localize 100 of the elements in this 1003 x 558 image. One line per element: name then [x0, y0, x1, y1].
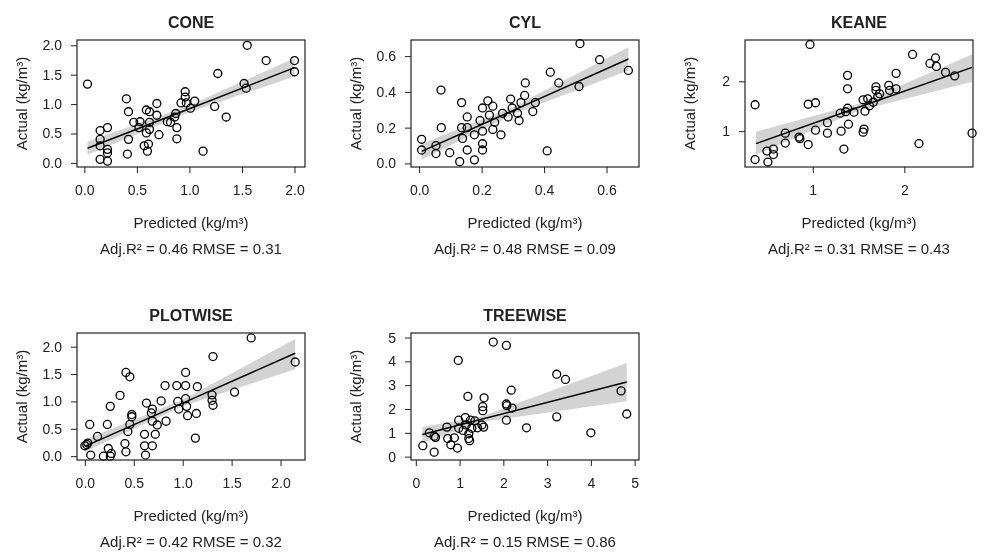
y-axis-title: Actual (kg/m³): [347, 349, 364, 444]
point: [174, 404, 184, 414]
y-tick-label: 0: [388, 448, 397, 465]
point: [120, 438, 130, 449]
text: Adj.R² = 0.46 RMSE = 0.31: [100, 240, 282, 257]
text: Adj.R² = 0.15 RMSE = 0.86: [434, 533, 616, 550]
point: [141, 398, 152, 408]
point: [125, 419, 135, 430]
point: [622, 409, 632, 419]
point: [803, 139, 813, 150]
point: [140, 450, 151, 460]
x-tick-label: 2: [900, 181, 909, 198]
point: [925, 58, 935, 69]
point: [595, 55, 605, 65]
x-tick-label: 0: [412, 474, 421, 491]
point: [442, 422, 452, 432]
y-axis-title: Actual (kg/m³): [681, 56, 698, 151]
point: [462, 145, 472, 155]
y-tick-label: 0.2: [376, 119, 397, 136]
x-axis-title: Predicted (kg/m³): [133, 214, 249, 231]
point: [836, 126, 846, 136]
point: [545, 67, 555, 77]
x-tick-label: 1.5: [232, 181, 253, 198]
point: [477, 103, 488, 113]
x-axis-title: Predicted (kg/m³): [801, 214, 917, 231]
x-tick-label: 0.5: [127, 181, 148, 198]
point: [172, 134, 182, 144]
y-tick-label: 0.0: [42, 154, 63, 171]
point: [623, 65, 634, 76]
point: [418, 441, 428, 451]
x-tick-label: 0.5: [124, 474, 145, 491]
point: [931, 61, 942, 72]
point: [115, 390, 125, 401]
point: [462, 123, 472, 133]
point: [121, 367, 131, 378]
point: [172, 122, 182, 133]
text: Adj.R² = 0.48 RMSE = 0.09: [434, 240, 616, 257]
point: [152, 110, 162, 120]
y-tick-label: 0.0: [42, 448, 63, 465]
y-tick-label: 3: [388, 377, 397, 394]
point: [289, 67, 300, 77]
point: [171, 108, 181, 119]
point: [780, 128, 790, 138]
point: [173, 396, 183, 407]
point: [172, 380, 182, 391]
point: [123, 134, 134, 144]
y-tick-label: 0.5: [42, 420, 63, 437]
point: [503, 112, 513, 122]
point: [180, 380, 191, 391]
point: [180, 87, 190, 97]
point: [221, 112, 231, 122]
y-tick-label: 1: [388, 424, 397, 441]
point: [763, 157, 773, 167]
point: [858, 95, 868, 105]
point: [554, 78, 564, 88]
point: [560, 374, 571, 385]
point: [190, 96, 200, 106]
point: [475, 115, 485, 126]
point: [176, 98, 186, 108]
point: [967, 128, 977, 138]
point: [461, 420, 471, 430]
y-axis-title: Actual (kg/m³): [13, 56, 30, 151]
point: [841, 107, 851, 117]
y-tick-label: 1.5: [42, 366, 63, 383]
point: [139, 141, 149, 151]
point: [181, 98, 191, 108]
point: [429, 447, 439, 457]
point: [289, 55, 300, 66]
y-tick-label: 1.0: [42, 96, 63, 113]
point: [207, 390, 217, 400]
point: [914, 138, 924, 149]
y-axis-title: Actual (kg/m³): [347, 56, 364, 151]
point: [102, 419, 112, 430]
y-tick-label: 0.5: [42, 125, 63, 142]
point: [479, 393, 489, 403]
point: [530, 97, 540, 108]
point: [210, 101, 220, 112]
point: [436, 123, 446, 133]
point: [92, 431, 103, 442]
point: [454, 423, 464, 433]
point: [810, 125, 821, 135]
point: [477, 145, 488, 155]
point: [810, 98, 821, 108]
text: Adj.R² = 0.31 RMSE = 0.43: [768, 240, 950, 257]
y-tick-label: 0.0: [376, 155, 397, 172]
chart-title: PLOTWISE: [149, 307, 234, 324]
point: [191, 408, 202, 419]
point: [464, 429, 474, 439]
point: [185, 103, 196, 113]
point: [86, 450, 96, 460]
point: [484, 110, 495, 120]
point: [514, 115, 524, 126]
point: [446, 440, 456, 450]
point: [424, 428, 435, 438]
point: [552, 412, 562, 422]
point: [950, 71, 960, 81]
x-tick-label: 0.2: [472, 181, 493, 198]
y-tick-label: 1.0: [42, 393, 63, 410]
point: [134, 122, 144, 133]
x-tick-label: 0.0: [75, 181, 95, 198]
